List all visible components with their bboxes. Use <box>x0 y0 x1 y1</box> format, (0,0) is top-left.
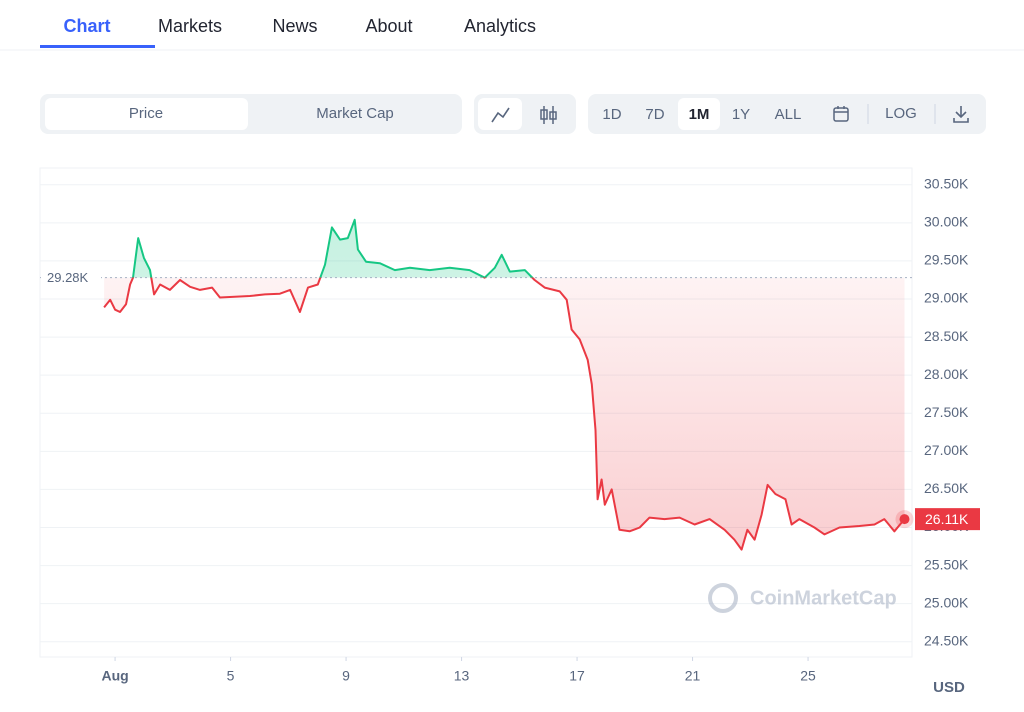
x-tick-label: 13 <box>454 668 470 684</box>
nav-underline <box>40 45 155 48</box>
y-tick-label: 24.50K <box>924 632 969 648</box>
metric-tab[interactable]: Market Cap <box>316 105 394 122</box>
y-tick-label: 25.50K <box>924 556 969 572</box>
nav-tab[interactable]: Chart <box>63 16 110 36</box>
x-tick-label: 5 <box>227 668 235 684</box>
x-tick-label: 17 <box>569 668 585 684</box>
log-button[interactable]: LOG <box>885 105 917 122</box>
last-value-label: 26.11K <box>925 511 969 527</box>
area-above <box>104 219 905 278</box>
nav-tab[interactable]: Analytics <box>464 16 536 36</box>
nav-tab[interactable]: About <box>365 16 412 36</box>
unit-label: USD <box>933 679 965 696</box>
x-tick-label: 21 <box>685 668 701 684</box>
y-tick-label: 29.50K <box>924 252 969 268</box>
last-point <box>899 514 910 525</box>
range-button[interactable]: 1M <box>689 106 710 123</box>
x-tick-label: Aug <box>101 668 128 684</box>
y-tick-label: 27.00K <box>924 442 969 458</box>
x-tick-label: 9 <box>342 668 350 684</box>
y-tick-label: 30.00K <box>924 214 969 230</box>
download-icon[interactable] <box>953 106 969 123</box>
metric-tab[interactable]: Price <box>129 105 163 122</box>
nav-tab[interactable]: Markets <box>158 16 222 36</box>
reference-label-bg <box>41 267 101 288</box>
x-tick-label: 25 <box>800 668 816 684</box>
range-button[interactable]: ALL <box>775 106 802 123</box>
range-button[interactable]: 1Y <box>732 106 750 123</box>
y-tick-label: 26.50K <box>924 480 969 496</box>
line-icon <box>491 107 510 123</box>
calendar-icon[interactable] <box>833 106 849 122</box>
range-active <box>678 98 720 130</box>
range-button[interactable]: 7D <box>645 106 664 123</box>
y-tick-label: 28.50K <box>924 328 969 344</box>
reference-label: 29.28K <box>47 270 89 285</box>
y-tick-label: 27.50K <box>924 404 969 420</box>
nav-tab[interactable]: News <box>272 16 317 36</box>
candle-icon[interactable] <box>540 106 557 124</box>
last-value-bg <box>915 508 980 531</box>
plot: 29.28K 26.11K <box>40 218 980 551</box>
price-line <box>103 218 906 551</box>
metric-active <box>45 98 248 130</box>
y-tick-label: 30.50K <box>924 175 969 191</box>
y-tick-label: 28.00K <box>924 366 969 382</box>
y-tick-label: 25.00K <box>924 594 969 610</box>
watermark-text: CoinMarketCap <box>750 587 897 609</box>
plot-frame <box>39 167 913 658</box>
range-button[interactable]: 1D <box>602 106 621 123</box>
watermark: CoinMarketCap <box>708 583 897 613</box>
y-tick-label: 29.00K <box>924 290 969 306</box>
area-below <box>104 277 905 550</box>
